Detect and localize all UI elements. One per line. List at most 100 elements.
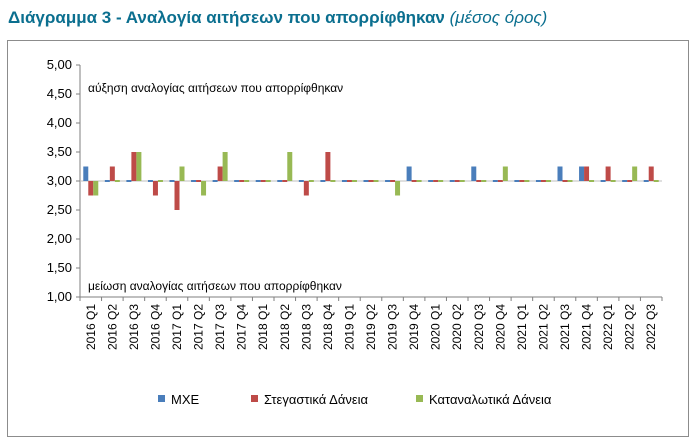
bar bbox=[277, 180, 283, 182]
bar bbox=[438, 180, 444, 182]
annotation-increase: αύξηση αναλογίας αιτήσεων που απορρίφθηκ… bbox=[88, 81, 343, 95]
bar bbox=[287, 152, 293, 181]
x-tick-label: 2018 Q2 bbox=[278, 304, 292, 350]
bar bbox=[88, 181, 94, 196]
bar bbox=[136, 152, 142, 181]
x-tick-label: 2018 Q4 bbox=[321, 304, 335, 350]
bar bbox=[179, 166, 185, 181]
bar bbox=[222, 152, 228, 181]
bar bbox=[152, 181, 158, 196]
bar bbox=[502, 166, 508, 181]
bar bbox=[535, 180, 541, 182]
chart-frame bbox=[7, 40, 689, 437]
bar bbox=[411, 180, 417, 182]
bar bbox=[545, 180, 551, 182]
x-tick-label: 2021 Q2 bbox=[536, 304, 550, 350]
y-tick-label: 2,00 bbox=[47, 231, 72, 246]
bar bbox=[406, 166, 412, 181]
x-tick-label: 2016 Q1 bbox=[84, 304, 98, 350]
bar bbox=[648, 166, 654, 181]
y-tick-label: 2,50 bbox=[47, 202, 72, 217]
bar bbox=[390, 180, 396, 182]
x-tick-label: 2018 Q1 bbox=[256, 304, 270, 350]
axes bbox=[76, 64, 663, 301]
x-tick-label: 2019 Q3 bbox=[386, 304, 400, 350]
x-tick-label: 2016 Q3 bbox=[127, 304, 141, 350]
bar bbox=[147, 180, 153, 182]
bar bbox=[201, 181, 207, 196]
x-tick-label: 2017 Q1 bbox=[170, 304, 184, 350]
bar bbox=[653, 180, 659, 182]
annotation-decrease: μείωση αναλογίας αιτήσεων που απορρίφθηκ… bbox=[88, 279, 342, 293]
bar bbox=[514, 180, 520, 182]
chart-title: Διάγραμμα 3 - Αναλογία αιτήσεων που απορ… bbox=[8, 8, 445, 27]
x-tick-label: 2019 Q4 bbox=[407, 304, 421, 350]
bar bbox=[93, 181, 99, 196]
x-tick-label: 2017 Q4 bbox=[235, 304, 249, 350]
bar bbox=[265, 180, 271, 182]
bar bbox=[212, 180, 218, 182]
y-tick-label: 3,50 bbox=[47, 144, 72, 159]
x-tick-label: 2018 Q3 bbox=[299, 304, 313, 350]
bar bbox=[497, 180, 503, 182]
bar bbox=[131, 152, 137, 181]
legend-label: ΜΧΕ bbox=[171, 392, 200, 407]
bar bbox=[157, 180, 163, 182]
bar bbox=[449, 180, 455, 182]
bar bbox=[368, 180, 374, 182]
bar bbox=[492, 180, 498, 182]
bar bbox=[104, 180, 110, 182]
bar bbox=[605, 166, 611, 181]
x-tick-label: 2022 Q2 bbox=[623, 304, 637, 350]
bar bbox=[282, 180, 288, 182]
x-tick-label: 2021 Q3 bbox=[558, 304, 572, 350]
bar bbox=[428, 180, 434, 182]
y-tick-label: 4,00 bbox=[47, 115, 72, 130]
bar bbox=[395, 181, 401, 196]
bar bbox=[600, 180, 606, 182]
bar bbox=[524, 180, 530, 182]
bar bbox=[579, 166, 585, 181]
bar bbox=[385, 180, 391, 182]
bar bbox=[255, 180, 261, 182]
bar bbox=[351, 180, 357, 182]
bar bbox=[557, 166, 563, 181]
chart-title-block: Διάγραμμα 3 - Αναλογία αιτήσεων που απορ… bbox=[8, 8, 547, 28]
y-tick-label: 3,00 bbox=[47, 173, 72, 188]
x-tick-label: 2016 Q2 bbox=[105, 304, 119, 350]
bar bbox=[471, 166, 477, 181]
bar bbox=[341, 180, 347, 182]
y-tick-label: 1,50 bbox=[47, 260, 72, 275]
bar bbox=[330, 180, 336, 182]
bar bbox=[459, 180, 465, 182]
bar bbox=[476, 180, 482, 182]
bar bbox=[567, 180, 573, 182]
bar bbox=[519, 180, 525, 182]
bar bbox=[169, 180, 175, 182]
bar bbox=[114, 180, 120, 182]
bar bbox=[584, 166, 590, 181]
x-tick-label: 2020 Q1 bbox=[429, 304, 443, 350]
bar bbox=[454, 180, 460, 182]
bar bbox=[308, 180, 314, 182]
bar bbox=[363, 180, 369, 182]
x-tick-label: 2021 Q1 bbox=[515, 304, 529, 350]
x-tick-label: 2020 Q3 bbox=[472, 304, 486, 350]
bar bbox=[632, 166, 638, 181]
bar bbox=[589, 180, 595, 182]
bar bbox=[260, 180, 266, 182]
legend-swatch bbox=[158, 395, 165, 402]
bar bbox=[303, 181, 309, 196]
x-tick-label: 2017 Q3 bbox=[213, 304, 227, 350]
bar bbox=[234, 180, 240, 182]
bar bbox=[217, 166, 223, 181]
bar bbox=[346, 180, 352, 182]
bar bbox=[643, 180, 649, 182]
x-tick-label: 2020 Q2 bbox=[450, 304, 464, 350]
x-tick-label: 2019 Q2 bbox=[364, 304, 378, 350]
x-tick-label: 2016 Q4 bbox=[148, 304, 162, 350]
legend-swatch bbox=[416, 395, 423, 402]
x-tick-label: 2020 Q4 bbox=[493, 304, 507, 350]
bar bbox=[191, 180, 197, 182]
